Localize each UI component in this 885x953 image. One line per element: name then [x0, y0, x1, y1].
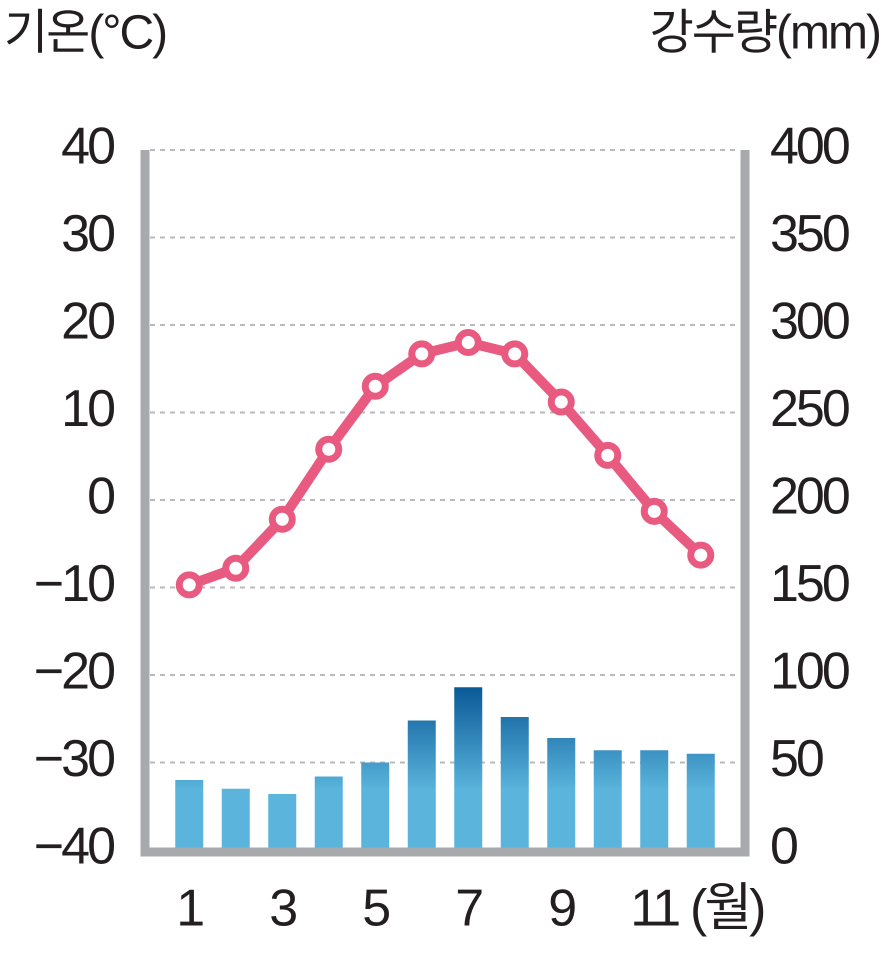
point [315, 435, 343, 463]
y-tick-label: −10 [34, 555, 114, 613]
point [268, 505, 296, 533]
point [501, 340, 529, 368]
y2-tick-label: 400 [770, 118, 849, 176]
y-tick-label: −40 [34, 818, 114, 876]
bar [547, 738, 576, 850]
point [175, 571, 203, 599]
point [361, 372, 389, 400]
y-tick-label: 30 [61, 205, 114, 263]
y-tick-label: −20 [34, 643, 114, 701]
point [594, 441, 622, 469]
y2-tick-label: 300 [770, 293, 849, 351]
y2-tick-label: 350 [770, 205, 849, 263]
y-axis-title: 기온(°C) [4, 7, 166, 60]
x-tick-label: 11 [630, 880, 679, 938]
y2-tick-label: 100 [770, 643, 849, 701]
bar [593, 750, 622, 850]
bar [640, 750, 669, 850]
y-tick-label: 20 [61, 293, 114, 351]
y2-tick-label: 200 [770, 468, 849, 526]
grid [150, 149, 740, 764]
bar [221, 788, 250, 850]
line [187, 337, 705, 590]
bars [175, 687, 715, 850]
bar [407, 720, 436, 850]
y-tick-label: 0 [87, 468, 114, 526]
y2-tick-label: 150 [770, 555, 849, 613]
x-axis-title: (월) [690, 880, 764, 938]
point [454, 329, 482, 356]
y-tick-label: 40 [61, 118, 114, 176]
bar [500, 717, 529, 850]
y2-axis-title: 강수량(mm) [650, 7, 880, 60]
point [640, 497, 668, 525]
point [408, 340, 436, 368]
y2-tick-label: 250 [770, 380, 849, 438]
bar [454, 687, 483, 850]
x-tick-label: 9 [548, 880, 575, 938]
bar [314, 776, 343, 850]
y-tick-label: 10 [61, 380, 114, 438]
point [687, 541, 715, 569]
bar [175, 780, 204, 850]
line-layer [175, 329, 715, 599]
x-tick-label: 3 [269, 880, 296, 938]
x-tick-label: 7 [455, 880, 482, 938]
y-tick-label: −30 [34, 730, 114, 788]
y2-tick-label: 0 [770, 818, 797, 876]
x-tick-label: 1 [176, 880, 203, 938]
x-tick-label: 5 [362, 880, 389, 938]
bar [361, 762, 390, 850]
bar [268, 794, 297, 850]
y2-tick-label: 50 [770, 730, 823, 788]
axis-frame [140, 150, 750, 857]
point [222, 554, 250, 582]
point [547, 388, 575, 416]
bar [686, 753, 715, 850]
